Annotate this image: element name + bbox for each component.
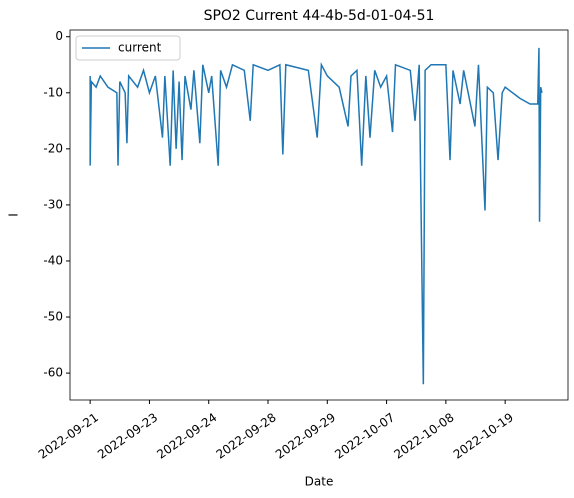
data-line xyxy=(89,47,543,385)
plot-frame xyxy=(69,29,569,401)
y-axis-label: I xyxy=(7,213,21,217)
x-tick-label: 2022-10-08 xyxy=(391,410,456,461)
x-tick-label: 2022-09-23 xyxy=(95,410,160,461)
legend-label: current xyxy=(118,41,162,55)
x-tick-label: 2022-10-07 xyxy=(332,410,397,461)
x-axis-label: Date xyxy=(305,475,334,489)
y-tick-label: -40 xyxy=(43,253,63,267)
x-tick-label: 2022-09-24 xyxy=(154,410,219,461)
y-tick-label: 0 xyxy=(55,29,63,43)
x-tick-label: 2022-09-29 xyxy=(273,410,338,461)
y-tick-label: -10 xyxy=(43,85,63,99)
y-tick-label: -50 xyxy=(43,310,63,324)
x-tick-label: 2022-09-28 xyxy=(214,410,279,461)
x-tick-label: 2022-09-21 xyxy=(36,410,101,461)
chart-title: SPO2 Current 44-4b-5d-01-04-51 xyxy=(204,8,435,24)
y-tick-label: -20 xyxy=(43,141,63,155)
y-tick-label: -60 xyxy=(43,366,63,380)
y-tick-label: -30 xyxy=(43,197,63,211)
x-tick-label: 2022-10-19 xyxy=(451,410,516,461)
legend-box xyxy=(75,35,181,61)
